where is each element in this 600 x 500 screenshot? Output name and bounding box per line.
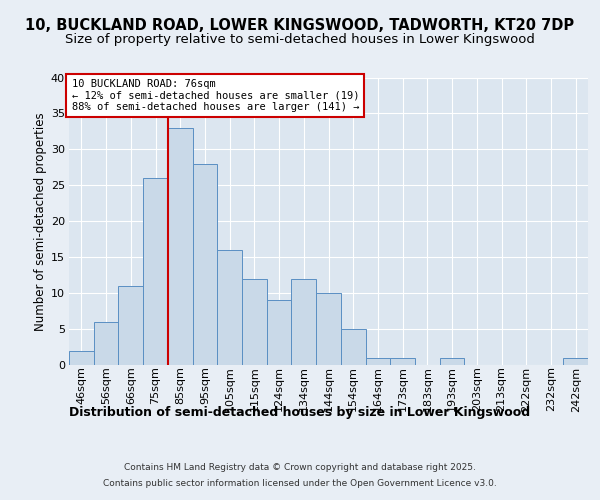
Bar (316, 293, 341, 365)
Bar (242, 279, 267, 365)
Bar (440, 358, 464, 365)
Text: Distribution of semi-detached houses by size in Lower Kingswood: Distribution of semi-detached houses by … (70, 406, 530, 419)
Text: Contains HM Land Registry data © Crown copyright and database right 2025.: Contains HM Land Registry data © Crown c… (124, 463, 476, 472)
Bar (118, 286, 143, 365)
Bar (193, 164, 217, 365)
Bar (341, 329, 365, 365)
Bar (168, 128, 193, 365)
Y-axis label: Number of semi-detached properties: Number of semi-detached properties (34, 112, 47, 330)
Bar (69, 350, 94, 365)
Bar (563, 358, 588, 365)
Text: Size of property relative to semi-detached houses in Lower Kingswood: Size of property relative to semi-detach… (65, 32, 535, 46)
Bar (292, 279, 316, 365)
Text: 10, BUCKLAND ROAD, LOWER KINGSWOOD, TADWORTH, KT20 7DP: 10, BUCKLAND ROAD, LOWER KINGSWOOD, TADW… (25, 18, 575, 32)
Bar (390, 358, 415, 365)
Bar (217, 250, 242, 365)
Text: Contains public sector information licensed under the Open Government Licence v3: Contains public sector information licen… (103, 479, 497, 488)
Bar (143, 178, 168, 365)
Bar (94, 322, 118, 365)
Bar (365, 358, 390, 365)
Text: 10 BUCKLAND ROAD: 76sqm
← 12% of semi-detached houses are smaller (19)
88% of se: 10 BUCKLAND ROAD: 76sqm ← 12% of semi-de… (71, 79, 359, 112)
Bar (267, 300, 292, 365)
